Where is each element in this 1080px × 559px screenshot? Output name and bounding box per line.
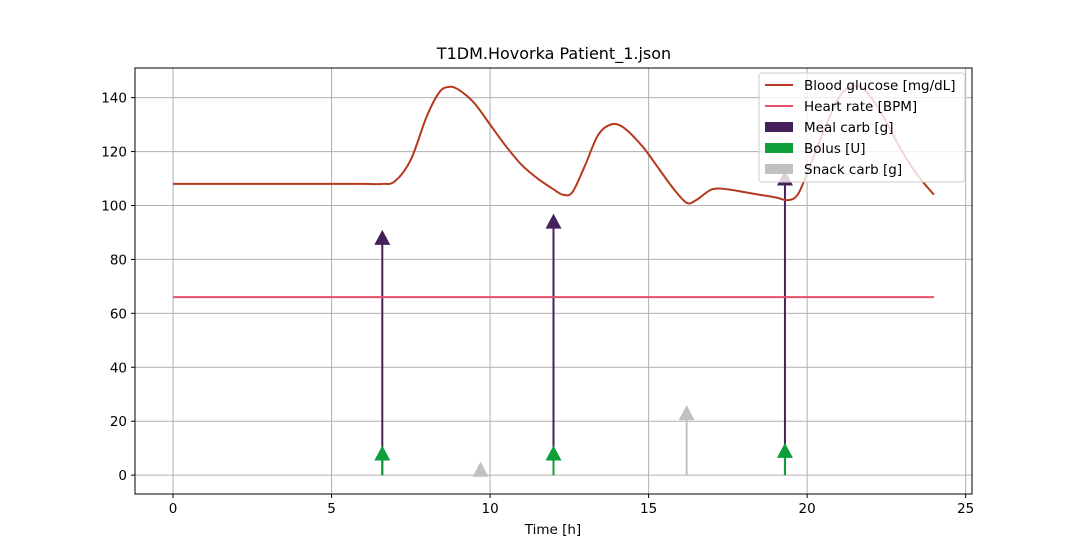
legend-box — [758, 72, 966, 183]
legend-label-snack-carb-g: Snack carb [g] — [804, 162, 902, 178]
chart-title: T1DM.Hovorka Patient_1.json — [436, 44, 671, 64]
x-tick-label: 25 — [957, 501, 974, 517]
x-tick-label: 10 — [481, 501, 498, 517]
x-tick-label: 20 — [799, 501, 816, 517]
legend-swatch-meal-carb-g — [765, 122, 793, 132]
y-tick-label: 0 — [118, 468, 127, 484]
snack-carb-g-marker — [678, 405, 695, 421]
y-tick-label: 40 — [110, 360, 127, 376]
event-markers — [374, 170, 793, 477]
x-axis-label: Time [h] — [524, 522, 581, 538]
legend-label-heart-rate-bpm: Heart rate [BPM] — [804, 99, 917, 115]
x-tick-label: 15 — [640, 501, 657, 517]
bolus-u-marker — [776, 442, 793, 458]
y-tick-label: 140 — [101, 91, 127, 107]
event-stems — [381, 178, 786, 476]
snack-carb-g-marker — [472, 461, 489, 477]
y-tick-label: 20 — [110, 414, 127, 430]
y-tick-label: 120 — [101, 145, 127, 161]
legend-label-bolus-u: Bolus [U] — [804, 141, 866, 157]
axis-ticks: 0 5 10 15 20 25 0 20 40 60 80 100 120 140 — [101, 91, 974, 517]
legend: Blood glucose [mg/dL] Heart rate [BPM] Mea… — [758, 72, 966, 183]
legend-label-blood-glucose-mg-dl: Blood glucose [mg/dL] — [804, 78, 955, 94]
plot-frame — [134, 67, 973, 495]
legend-swatch-bolus-u — [765, 143, 793, 153]
x-tick-label: 5 — [327, 501, 336, 517]
y-tick-label: 80 — [110, 252, 127, 268]
y-tick-label: 100 — [101, 199, 127, 215]
bolus-u-marker — [545, 445, 562, 461]
meal-carb-g-marker — [545, 213, 562, 229]
bolus-u-marker — [374, 445, 391, 461]
x-tick-label: 0 — [169, 501, 178, 517]
meal-carb-g-marker — [374, 229, 391, 245]
legend-label-meal-carb-g: Meal carb [g] — [804, 120, 893, 136]
y-tick-label: 60 — [110, 306, 127, 322]
legend-swatch-snack-carb-g — [765, 164, 793, 174]
